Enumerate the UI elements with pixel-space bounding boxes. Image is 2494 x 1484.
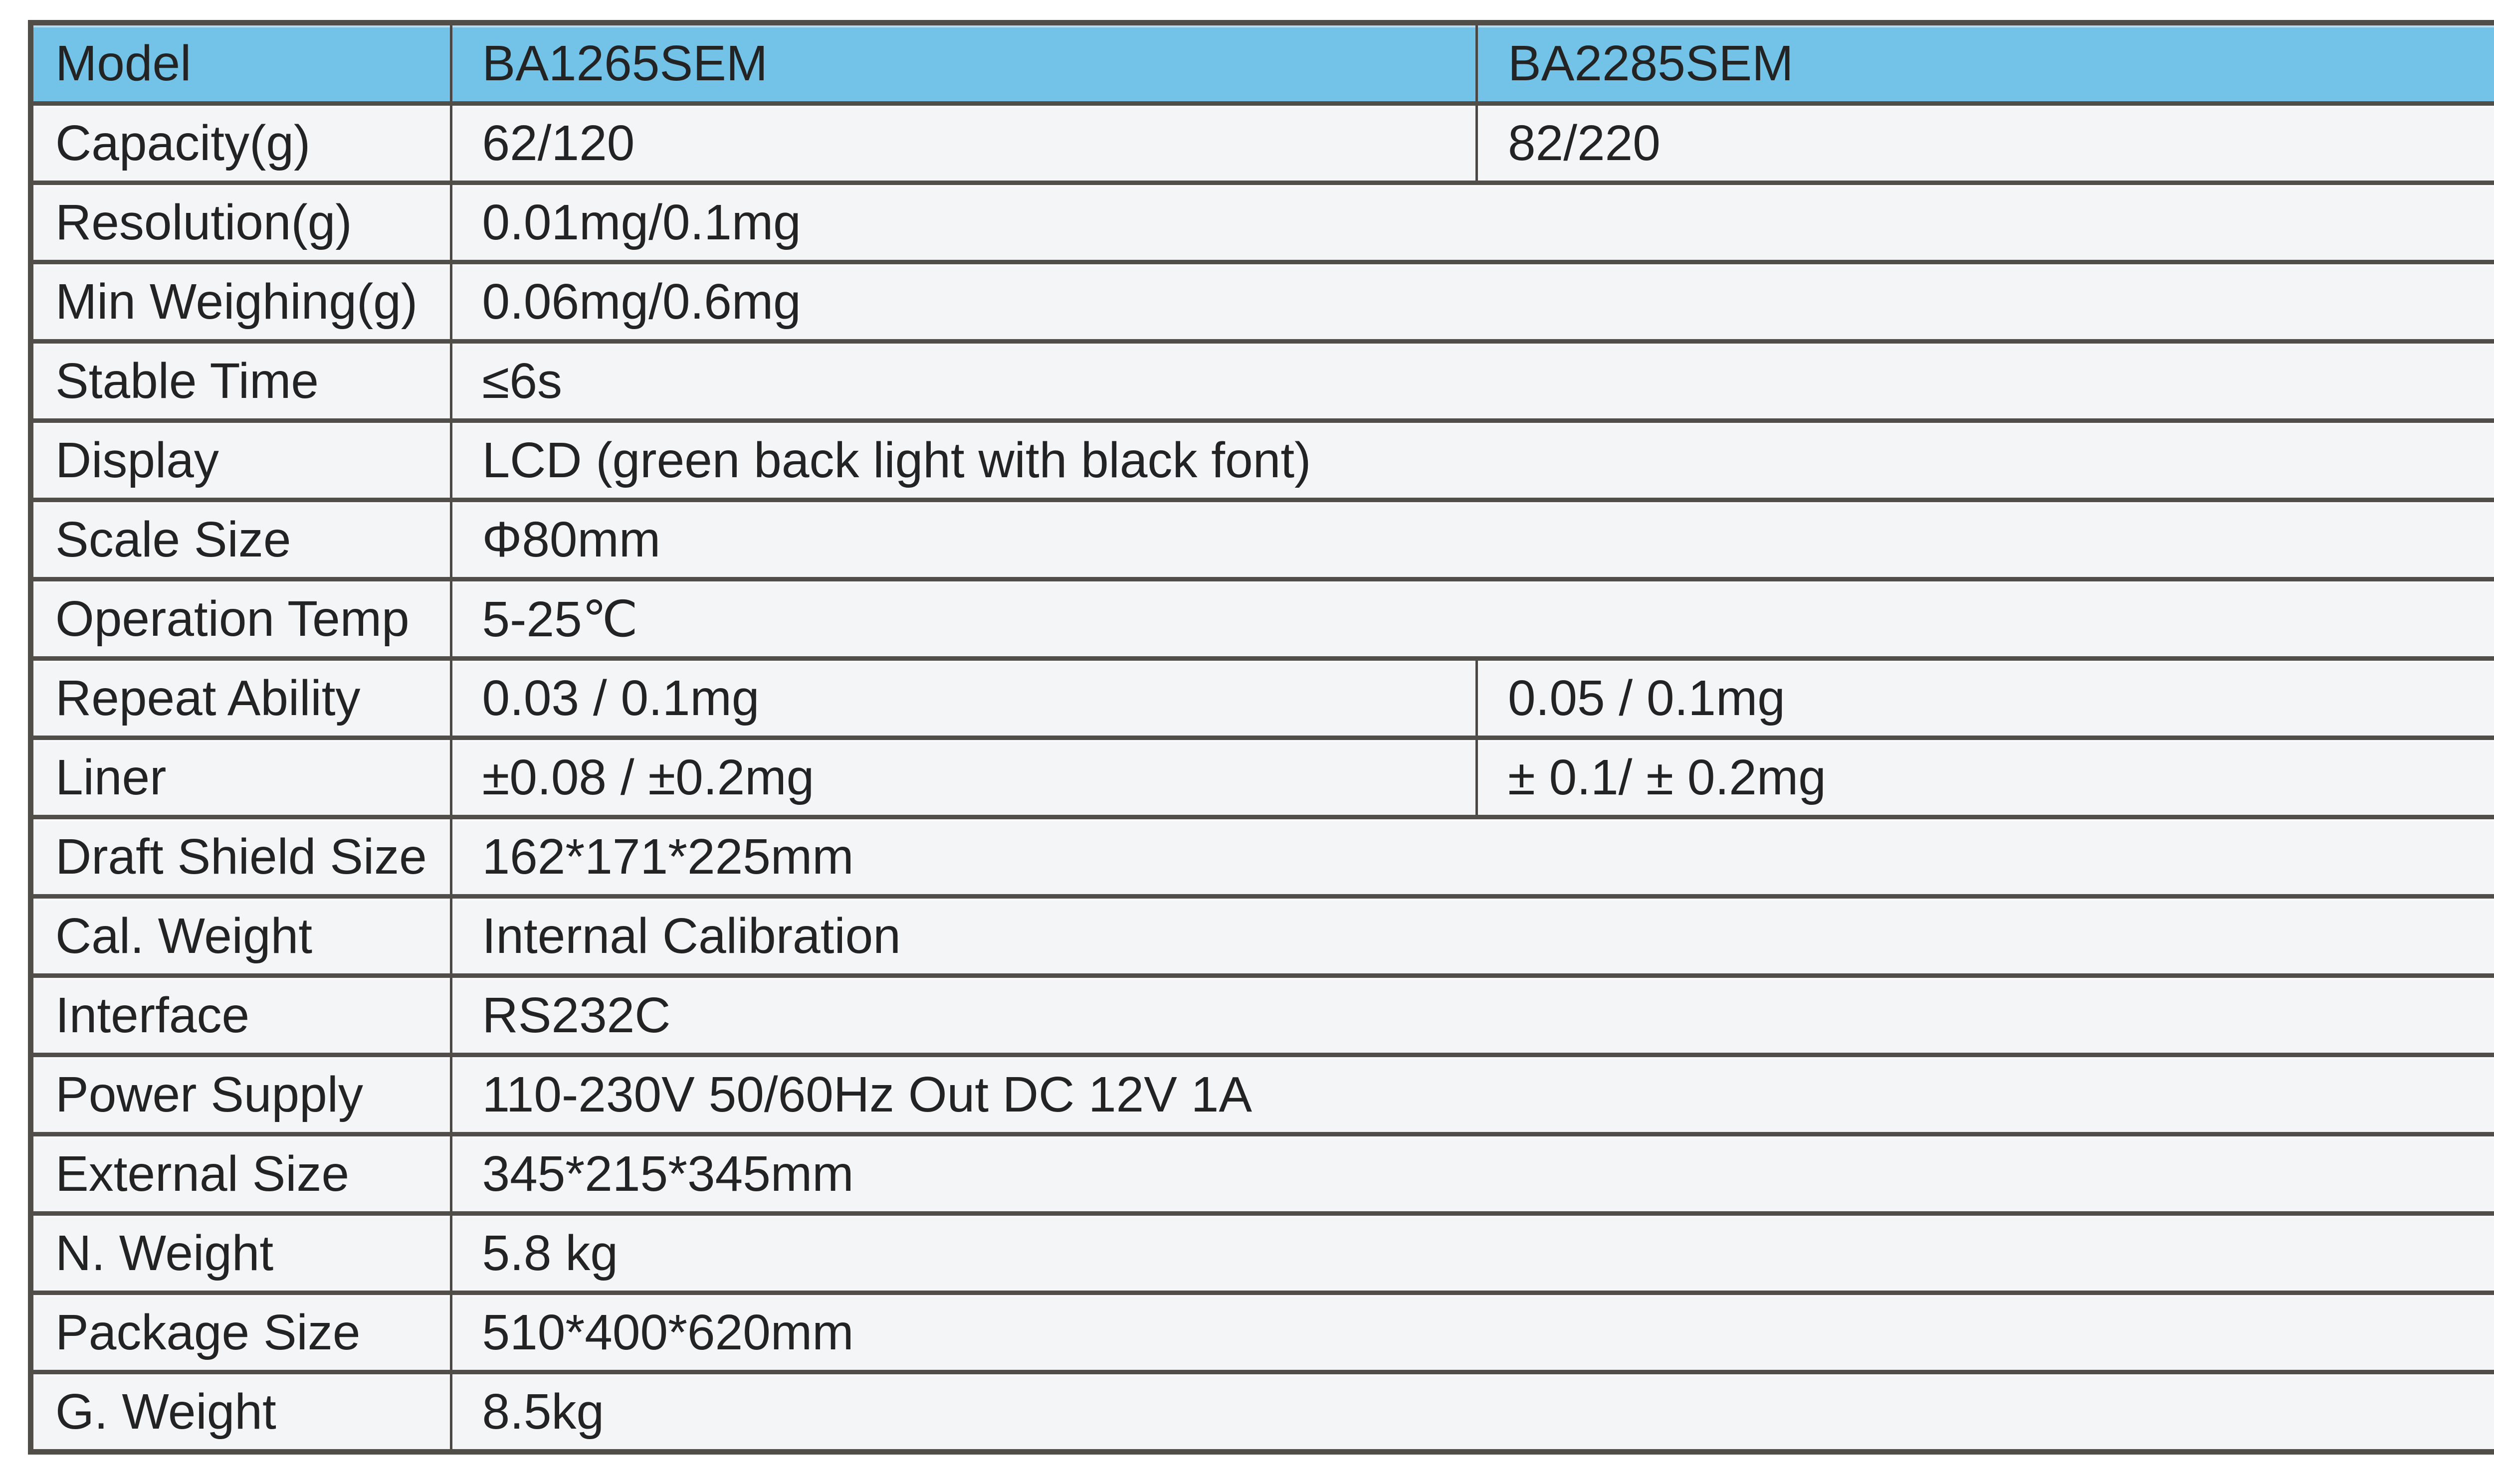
row-label: Cal. Weight [29,894,452,978]
row-scale-size: Scale Size Φ80mm [29,498,2494,581]
row-value: 0.01mg/0.1mg [449,181,2494,264]
row-label: Scale Size [29,498,452,581]
row-g-weight: G. Weight 8.5kg [29,1370,2494,1454]
header-model-1: BA1265SEM [449,20,1478,106]
row-power-supply: Power Supply 110-230V 50/60Hz Out DC 12V… [29,1053,2494,1136]
row-value: 5-25℃ [449,577,2494,661]
row-label: Min Weighing(g) [29,260,452,344]
row-package-size: Package Size 510*400*620mm [29,1291,2494,1374]
row-label: Capacity(g) [29,101,452,185]
row-operation-temp: Operation Temp 5-25℃ [29,577,2494,661]
row-value: Φ80mm [449,498,2494,581]
row-value: 110-230V 50/60Hz Out DC 12V 1A [449,1053,2494,1136]
row-label: Resolution(g) [29,181,452,264]
row-value: 8.5kg [449,1370,2494,1454]
row-label: External Size [29,1132,452,1216]
row-value-2: 0.05 / 0.1mg [1475,656,2494,740]
row-value: 0.06mg/0.6mg [449,260,2494,344]
row-label: Interface [29,973,452,1057]
row-value: 510*400*620mm [449,1291,2494,1374]
row-value: 162*171*225mm [449,815,2494,899]
row-interface: Interface RS232C [29,973,2494,1057]
row-stable-time: Stable Time ≤6s [29,339,2494,423]
row-label: Stable Time [29,339,452,423]
row-capacity: Capacity(g) 62/120 82/220 [29,101,2494,185]
row-value-2: 82/220 [1475,101,2494,185]
spec-table: Model BA1265SEM BA2285SEM Capacity(g) 62… [28,20,2494,1455]
row-min-weighing: Min Weighing(g) 0.06mg/0.6mg [29,260,2494,344]
row-value: LCD (green back light with black font) [449,418,2494,502]
row-value-2: ± 0.1/ ± 0.2mg [1475,736,2494,819]
row-label: Power Supply [29,1053,452,1136]
row-label: N. Weight [29,1211,452,1295]
row-label: Repeat Ability [29,656,452,740]
row-resolution: Resolution(g) 0.01mg/0.1mg [29,181,2494,264]
header-row: Model BA1265SEM BA2285SEM [29,20,2494,106]
row-label: Package Size [29,1291,452,1374]
row-value: ≤6s [449,339,2494,423]
row-value: 5.8 kg [449,1211,2494,1295]
row-value: Internal Calibration [449,894,2494,978]
header-model-label: Model [29,20,452,106]
row-label: Operation Temp [29,577,452,661]
row-label: Display [29,418,452,502]
row-repeat-ability: Repeat Ability 0.03 / 0.1mg 0.05 / 0.1mg [29,656,2494,740]
row-n-weight: N. Weight 5.8 kg [29,1211,2494,1295]
row-value-1: 0.03 / 0.1mg [449,656,1478,740]
row-draft-shield-size: Draft Shield Size 162*171*225mm [29,815,2494,899]
row-label: Liner [29,736,452,819]
row-value: RS232C [449,973,2494,1057]
row-label: Draft Shield Size [29,815,452,899]
row-label: G. Weight [29,1370,452,1454]
row-liner: Liner ±0.08 / ±0.2mg ± 0.1/ ± 0.2mg [29,736,2494,819]
row-display: Display LCD (green back light with black… [29,418,2494,502]
row-value-1: ±0.08 / ±0.2mg [449,736,1478,819]
row-value-1: 62/120 [449,101,1478,185]
row-external-size: External Size 345*215*345mm [29,1132,2494,1216]
row-cal-weight: Cal. Weight Internal Calibration [29,894,2494,978]
row-value: 345*215*345mm [449,1132,2494,1216]
spec-table-container: Model BA1265SEM BA2285SEM Capacity(g) 62… [28,20,2494,1455]
header-model-2: BA2285SEM [1475,20,2494,106]
